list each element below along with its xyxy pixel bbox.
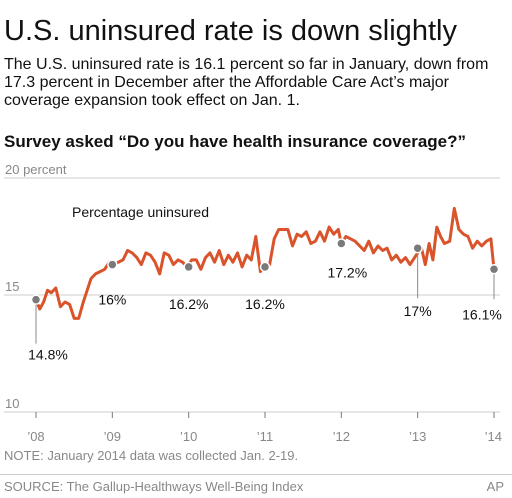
annotation-marker — [412, 242, 423, 254]
annotation-marker — [30, 294, 42, 305]
annotation-label: 16% — [98, 292, 126, 308]
y-tick-label: 20 percent — [5, 162, 67, 177]
y-tick-label: 15 — [5, 279, 19, 294]
x-tick-label: ’12 — [333, 429, 350, 444]
annotation-label: 16.2% — [245, 296, 285, 312]
y-tick-label: 10 — [5, 396, 19, 411]
x-tick-label: ’08 — [27, 429, 44, 444]
x-tick-label: ’10 — [180, 429, 197, 444]
annotation-marker — [183, 261, 194, 273]
x-tick-label: ’13 — [409, 429, 426, 444]
annotation-marker — [107, 259, 118, 270]
series-label: Percentage uninsured — [72, 204, 209, 220]
annotation-marker — [488, 264, 500, 275]
annotation-marker — [336, 238, 347, 249]
annotation-label: 17.2% — [327, 265, 367, 281]
chart-subhead: Survey asked “Do you have health insuran… — [4, 132, 467, 151]
annotation-label: 16.2% — [169, 296, 209, 312]
annotation-label: 16.1% — [462, 306, 502, 322]
annotation-marker — [259, 261, 271, 273]
x-tick-label: ’14 — [485, 429, 502, 444]
annotation-label: 14.8% — [28, 347, 68, 363]
footer-divider — [0, 474, 512, 475]
chart-description: The U.S. uninsured rate is 16.1 percent … — [4, 56, 489, 109]
ap-credit: AP — [486, 479, 504, 494]
chart-title: U.S. uninsured rate is down slightly — [4, 15, 457, 47]
footnote: NOTE: January 2014 data was collected Ja… — [4, 448, 299, 463]
x-tick-label: ’11 — [257, 429, 273, 444]
x-tick-label: ’09 — [104, 429, 121, 444]
source-credit: SOURCE: The Gallup-Healthways Well-Being… — [4, 479, 304, 494]
annotation-label: 17% — [404, 303, 432, 319]
